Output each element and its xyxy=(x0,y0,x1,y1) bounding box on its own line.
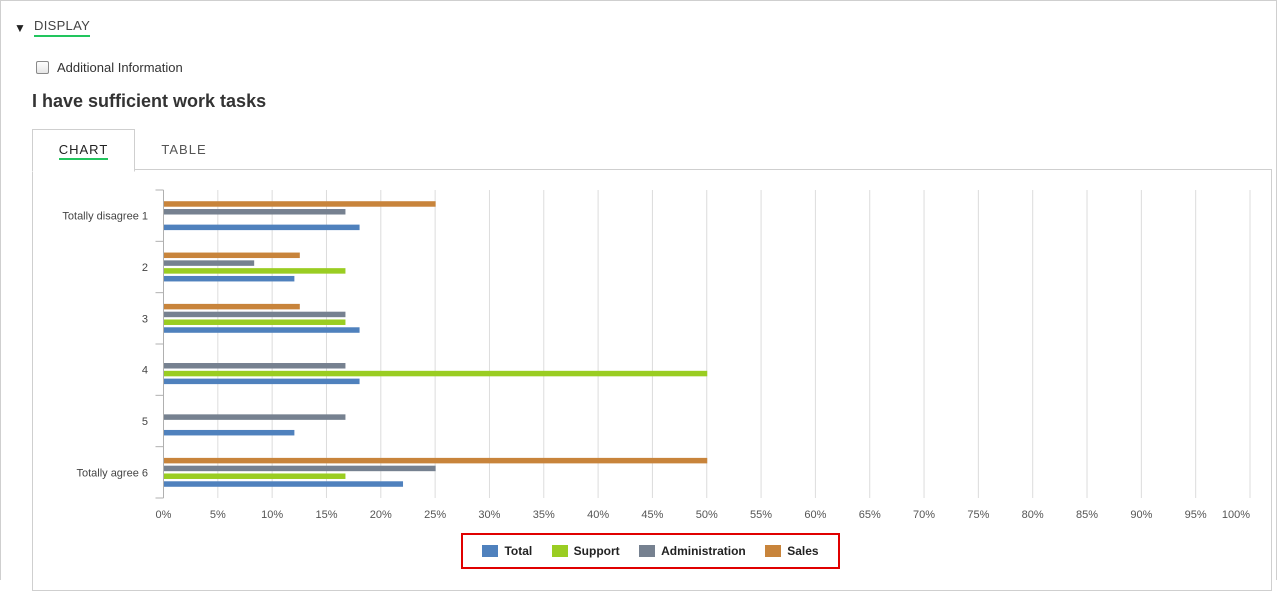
x-tick-label: 95% xyxy=(1185,509,1207,521)
tab-chart-label: CHART xyxy=(58,142,109,160)
bar-sales xyxy=(164,201,436,207)
bar-total xyxy=(164,327,360,333)
bar-support xyxy=(164,473,346,479)
bar-administration xyxy=(164,209,346,215)
x-tick-label: 25% xyxy=(424,509,446,521)
x-tick-label: 75% xyxy=(967,509,989,521)
legend-label-support: Support xyxy=(573,544,620,558)
tab-table[interactable]: TABLE xyxy=(144,129,224,169)
x-tick-label: 50% xyxy=(696,509,718,521)
x-tick-label: 70% xyxy=(913,509,935,521)
legend-item-total[interactable]: Total xyxy=(482,544,532,558)
category-label: 4 xyxy=(142,365,148,377)
chart-legend: Total Support Administration Sales xyxy=(461,533,840,569)
legend-swatch-support xyxy=(551,545,568,557)
x-tick-label: 60% xyxy=(804,509,826,521)
tab-table-label: TABLE xyxy=(161,141,207,157)
bar-sales xyxy=(164,252,300,259)
additional-information-label: Additional Information xyxy=(57,60,183,75)
category-label: 3 xyxy=(142,313,148,325)
x-tick-label: 55% xyxy=(750,509,772,521)
bar-support xyxy=(164,319,346,325)
legend-item-administration[interactable]: Administration xyxy=(639,544,746,558)
tab-chart[interactable]: CHART xyxy=(32,129,135,172)
legend-swatch-sales xyxy=(765,545,782,557)
x-tick-label: 15% xyxy=(315,509,337,521)
bar-total xyxy=(164,224,360,231)
x-tick-label: 35% xyxy=(533,509,555,521)
bar-administration xyxy=(164,414,346,420)
category-label: 5 xyxy=(142,416,148,428)
x-tick-label: 0% xyxy=(156,509,172,521)
x-tick-label: 45% xyxy=(641,509,663,521)
display-toggle[interactable]: ▼ DISPLAY xyxy=(14,18,91,37)
legend-swatch-administration xyxy=(639,545,656,557)
display-label: DISPLAY xyxy=(34,18,91,37)
bar-administration xyxy=(164,260,255,266)
category-label: Totally disagree 1 xyxy=(62,211,148,223)
x-tick-label: 100% xyxy=(1222,509,1250,521)
bar-total xyxy=(164,378,360,385)
bar-administration xyxy=(164,465,436,472)
bar-total xyxy=(164,481,404,487)
additional-information-option[interactable]: Additional Information xyxy=(36,60,183,75)
bar-total xyxy=(164,429,295,436)
x-tick-label: 10% xyxy=(261,509,283,521)
x-tick-label: 30% xyxy=(478,509,500,521)
x-tick-label: 40% xyxy=(587,509,609,521)
category-label: 2 xyxy=(142,262,148,274)
legend-item-support[interactable]: Support xyxy=(551,544,620,558)
x-tick-label: 5% xyxy=(210,509,226,521)
legend-item-sales[interactable]: Sales xyxy=(765,544,819,558)
legend-label-sales: Sales xyxy=(787,544,819,558)
bar-total xyxy=(164,275,295,282)
legend-swatch-total xyxy=(482,545,499,557)
x-tick-label: 65% xyxy=(859,509,881,521)
bar-support xyxy=(164,268,346,274)
legend-label-administration: Administration xyxy=(661,544,746,558)
bar-administration xyxy=(164,311,346,318)
legend-label-total: Total xyxy=(504,544,533,558)
x-tick-label: 20% xyxy=(370,509,392,521)
question-title: I have sufficient work tasks xyxy=(32,91,267,111)
x-tick-label: 90% xyxy=(1130,509,1152,521)
bar-sales xyxy=(164,303,300,310)
bar-sales xyxy=(164,457,708,464)
category-label: Totally agree 6 xyxy=(76,467,148,479)
triangle-down-icon: ▼ xyxy=(14,20,26,35)
x-tick-label: 85% xyxy=(1076,509,1098,521)
x-tick-label: 80% xyxy=(1022,509,1044,521)
bar-support xyxy=(164,370,708,377)
bar-administration xyxy=(164,363,346,369)
additional-information-checkbox[interactable] xyxy=(36,61,49,74)
